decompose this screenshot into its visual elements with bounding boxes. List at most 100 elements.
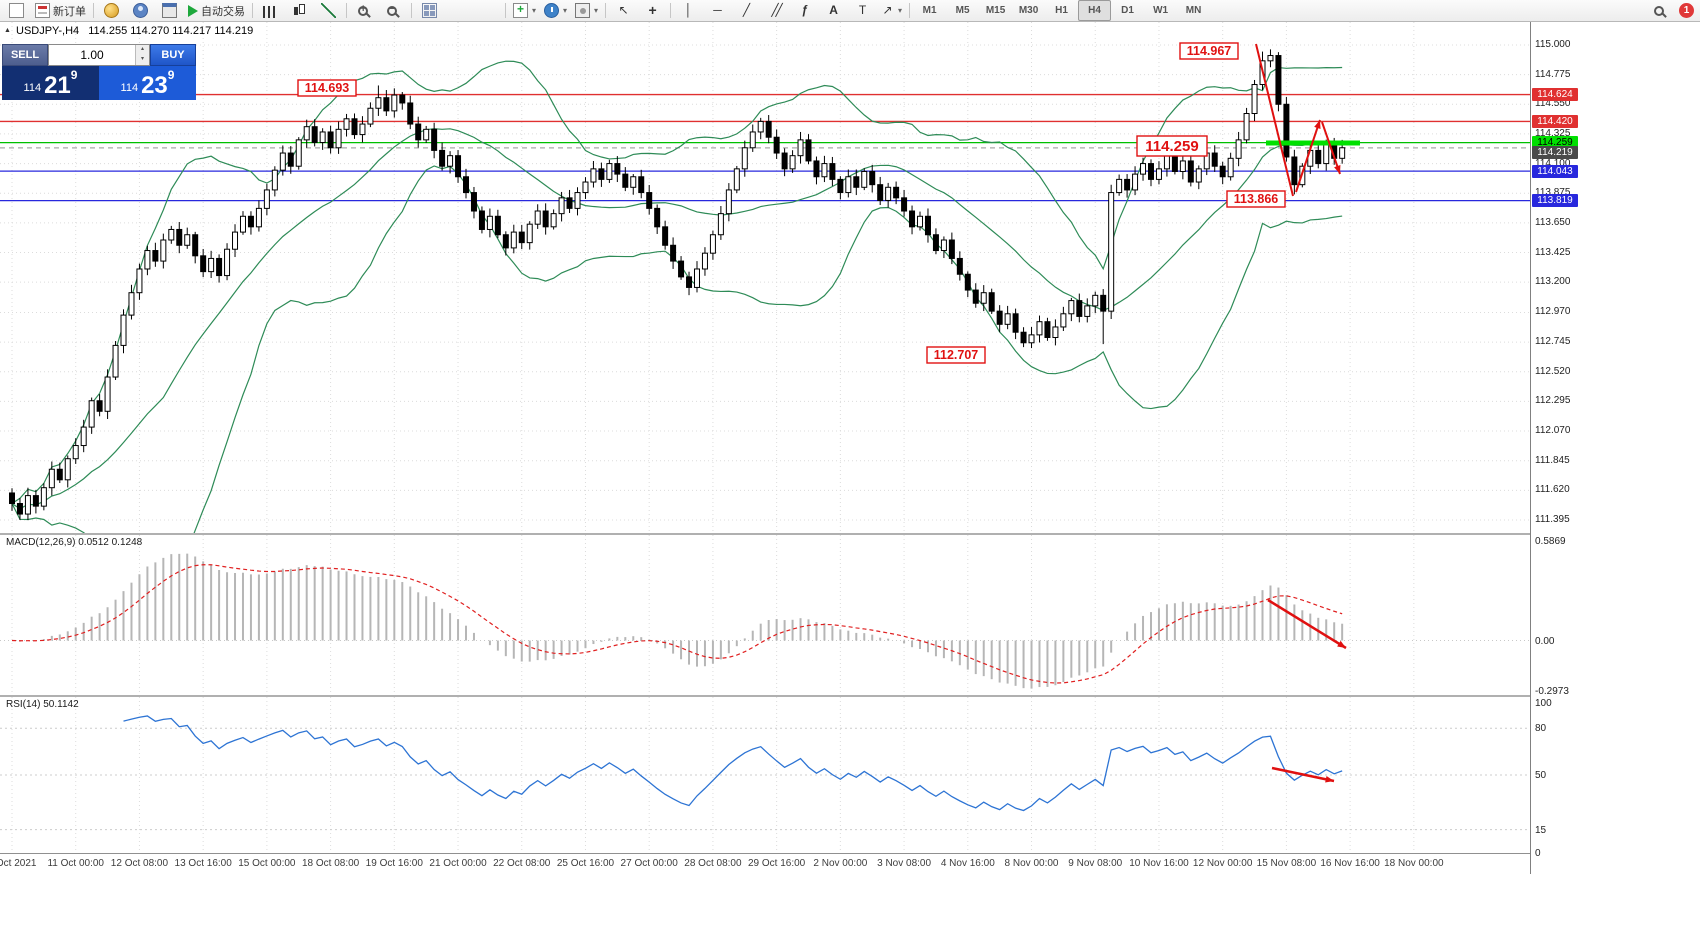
timeframe-mn[interactable]: MN	[1185, 5, 1202, 16]
candlestick-chart-icon[interactable]	[285, 0, 314, 21]
bid-point: 9	[70, 68, 78, 82]
rsi-tick: 80	[1535, 723, 1547, 735]
price-tick: 111.845	[1535, 454, 1570, 466]
red-arrow-main-0[interactable]	[1295, 119, 1321, 193]
autotrade-button-label: 自动交易	[201, 5, 245, 18]
shapes-dropdown-icon[interactable]	[877, 0, 906, 21]
price-flag-113.866[interactable]: 113.866	[1226, 190, 1286, 208]
volume-increase-button[interactable]: ▴	[136, 45, 149, 55]
buy-button[interactable]: BUY	[150, 44, 196, 66]
price-flag-114.693[interactable]: 114.693	[297, 79, 357, 97]
bar-chart-icon[interactable]	[256, 0, 285, 21]
new-chart-dropdown-icon[interactable]	[509, 0, 540, 21]
new-order-button[interactable]: 新订单	[31, 0, 90, 21]
time-axis-label: 11 Oct 00:00	[47, 858, 104, 869]
fibonacci-tool-icon[interactable]	[790, 0, 819, 21]
buy-price-display[interactable]: 114 23 9	[99, 66, 196, 100]
axis-price-badge-114.624: 114.624	[1532, 88, 1578, 102]
periods-dropdown-icon[interactable]	[540, 0, 571, 21]
autotrade-button	[188, 4, 198, 17]
svg-text:114.259: 114.259	[1145, 138, 1198, 155]
auto-scroll-icon[interactable]	[444, 0, 473, 21]
volume-spinner: ▴ ▾	[135, 45, 149, 65]
time-axis-label: 9 Nov 08:00	[1068, 858, 1123, 869]
trade-panel-controls: SELL ▴ ▾ BUY	[2, 44, 196, 66]
toolbar-separator	[346, 3, 347, 18]
grid	[11, 535, 1415, 695]
zoom-out-icon[interactable]	[379, 0, 408, 21]
time-axis-label: 28 Oct 08:00	[684, 858, 742, 869]
equidistant-channel-tool-icon[interactable]	[761, 0, 790, 21]
price-tick: 113.875	[1535, 187, 1571, 199]
price-axis[interactable]: 115.000 114.775 114.550 114.325 114.100 113.8…	[1530, 22, 1593, 874]
tile-windows-icon[interactable]	[415, 0, 444, 21]
vertical-line-tool-icon[interactable]	[674, 0, 703, 21]
macd-canvas[interactable]	[0, 535, 1530, 695]
trendline-tool-icon[interactable]	[732, 0, 761, 21]
ask-prefix: 114	[120, 82, 139, 94]
search-icon[interactable]	[1646, 0, 1675, 21]
volume-input[interactable]	[49, 45, 135, 65]
timeframe-h1[interactable]: H1	[1055, 5, 1068, 16]
autotrade-button[interactable]: 自动交易	[184, 0, 249, 21]
time-axis-label: 29 Oct 16:00	[747, 858, 806, 869]
bollinger-bands	[11, 60, 1343, 533]
price-flag-114.259[interactable]: 114.259	[1136, 135, 1208, 157]
price-flag-112.707[interactable]: 112.707	[926, 346, 986, 364]
terminal-panel-icon	[162, 3, 177, 18]
grid	[11, 697, 1415, 853]
terminal-panel-icon[interactable]	[155, 0, 184, 21]
panel-splitter[interactable]	[0, 695, 1576, 697]
market-watch-icon	[104, 3, 119, 18]
zoom-in-icon[interactable]	[350, 0, 379, 21]
timeframe-m15[interactable]: M15	[985, 5, 1006, 16]
notification-badge[interactable]: 1	[1679, 3, 1694, 18]
rsi-tick: 100	[1535, 698, 1552, 709]
timeframe-m1[interactable]: M1	[922, 5, 937, 16]
horizontal-line-tool-icon[interactable]	[703, 0, 732, 21]
new-chart-window-icon[interactable]	[2, 0, 31, 21]
navigator-icon[interactable]	[126, 0, 155, 21]
cursor-tool-icon[interactable]	[609, 0, 638, 21]
time-axis-label: 2 Nov 00:00	[813, 858, 868, 869]
price-tick: 115.000	[1535, 39, 1571, 50]
time-axis-label: 15 Oct 00:00	[238, 858, 296, 869]
rsi-line	[123, 715, 1343, 812]
time-axis-label: 3 Nov 08:00	[877, 858, 932, 869]
chart-shift-icon[interactable]	[473, 0, 502, 21]
rsi-canvas[interactable]	[0, 697, 1530, 853]
timeframe-m30[interactable]: M30	[1018, 5, 1039, 16]
rsi-red-arrow[interactable]	[1271, 766, 1335, 783]
label-tool-icon[interactable]	[848, 0, 877, 21]
toolbar-separator	[605, 3, 607, 18]
timeframe-h4[interactable]: H4	[1078, 0, 1112, 21]
timeframe-d1[interactable]: D1	[1121, 5, 1134, 16]
macd-red-arrow[interactable]	[1267, 598, 1347, 650]
panel-splitter[interactable]	[0, 533, 1576, 535]
timeframe-w1[interactable]: W1	[1153, 5, 1169, 16]
line-chart-icon[interactable]	[314, 0, 343, 21]
time-axis-label: 8 Nov 00:00	[1004, 858, 1059, 869]
price-flag-114.967[interactable]: 114.967	[1179, 42, 1239, 60]
main-chart-canvas[interactable]: 114.967 114.693 114.259 113.866 112.707	[0, 22, 1530, 533]
time-axis-label: 18 Oct 08:00	[301, 858, 360, 869]
text-tool-icon[interactable]	[819, 0, 848, 21]
volume-decrease-button[interactable]: ▾	[136, 55, 149, 65]
market-watch-icon[interactable]	[97, 0, 126, 21]
zoom-in-icon	[358, 3, 368, 16]
chart-shift-icon	[481, 3, 494, 18]
red-trendline[interactable]	[1255, 43, 1294, 197]
bollinger-upper-band	[11, 60, 1343, 505]
sell-button[interactable]: SELL	[2, 44, 48, 66]
grid	[0, 22, 1530, 533]
time-axis-label: 19 Oct 16:00	[365, 858, 423, 869]
macd-signal-line	[11, 564, 1343, 684]
tile-windows-icon	[422, 3, 437, 18]
crosshair-tool-icon	[646, 3, 659, 18]
one-click-toggle-icon[interactable]: ▲	[4, 27, 11, 34]
timeframe-m5[interactable]: M5	[955, 5, 970, 16]
templates-dropdown-icon[interactable]	[571, 0, 602, 21]
sell-price-display[interactable]: 114 21 9	[2, 66, 99, 100]
red-arrow-main-1[interactable]	[1321, 121, 1341, 175]
crosshair-tool-icon[interactable]	[638, 0, 667, 21]
